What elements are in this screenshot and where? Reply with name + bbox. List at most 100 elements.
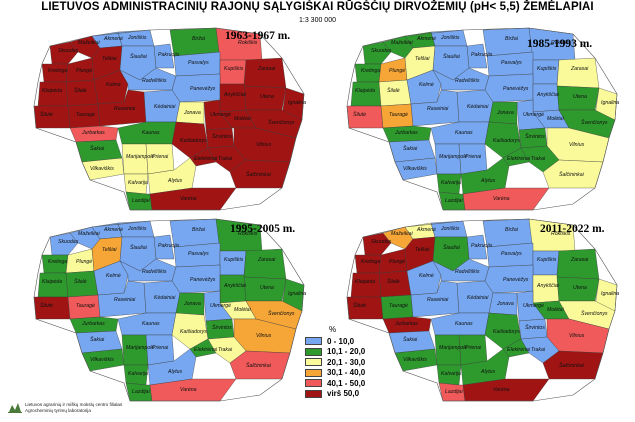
district-label: Šilalė <box>387 278 400 285</box>
district-kupiškis <box>219 250 247 276</box>
district-label: Kaunas <box>142 321 160 327</box>
legend-swatch <box>305 358 322 367</box>
district-label: Kalvarija <box>128 371 148 377</box>
district-label: Kretinga <box>361 259 380 265</box>
district-label: Joniškis <box>127 226 147 232</box>
district-label: Šilutė <box>353 302 366 309</box>
district-label: Plungė <box>389 259 405 265</box>
district-kelmė <box>406 260 442 296</box>
legend-item: 40,1 - 50,0 <box>305 378 375 389</box>
district-label: Pakruojis <box>158 52 180 58</box>
district-label: Šakiai <box>90 145 105 152</box>
legend-swatch <box>305 337 322 346</box>
district-label: Anykščiai <box>536 283 560 289</box>
district-klaipėda <box>37 272 69 298</box>
district-label: Pasvalys <box>188 251 209 257</box>
district-label: Zarasai <box>570 257 589 263</box>
district-label: Kaišiadorys <box>180 138 207 144</box>
legend-swatch <box>305 368 322 377</box>
district-label: Ignalina <box>288 100 306 106</box>
district-label: Kaunas <box>142 130 160 136</box>
district-label: Kėdainiai <box>154 295 176 301</box>
legend-label: 40,1 - 50,0 <box>327 378 366 388</box>
district-label: Tauragė <box>389 112 408 118</box>
district-kaišiadorys <box>484 312 522 350</box>
district-label: Kaišiadorys <box>493 329 520 335</box>
district-label: Radviliškis <box>142 78 167 84</box>
district-klaipėda <box>37 81 69 107</box>
legend-items: 0 - 10,0 10,1 - 20,0 20,1 - 30,0 30,1 - … <box>305 336 375 399</box>
district-kaišiadorys <box>171 121 209 159</box>
district-label: Panevėžys <box>503 86 529 92</box>
district-label: Ukmergė <box>210 303 231 309</box>
district-label: Kretinga <box>48 68 67 74</box>
district-label: Skuodas <box>371 48 392 54</box>
district-label: Alytus <box>480 369 496 375</box>
district-label: Šiauliai <box>443 244 461 251</box>
district-label: Zarasai <box>257 66 276 72</box>
district-label: Jonava <box>183 301 201 307</box>
district-label: Šakiai <box>403 145 418 152</box>
district-label: Lazdijai <box>445 198 463 204</box>
district-label: Tauragė <box>76 112 95 118</box>
district-label: Lazdijai <box>445 389 463 395</box>
district-label: Mažeikiai <box>78 40 100 46</box>
district-label: Šilutė <box>40 302 53 309</box>
district-skuodas <box>362 232 392 256</box>
district-kelmė <box>93 260 129 296</box>
district-anykščiai <box>219 83 247 113</box>
district-kaišiadorys <box>484 121 522 159</box>
district-jurbarkas <box>382 316 432 334</box>
district-label: Širvintos <box>212 133 232 140</box>
district-label: Trakai <box>218 347 233 353</box>
district-label: Prienai <box>465 154 482 160</box>
district-label: Vilkaviškis <box>403 357 427 363</box>
map-panel-2011: Skuodas Mažeikiai Akmenė Joniškis Pakruojis B… <box>333 215 633 405</box>
district-label: Kupiškis <box>537 257 557 263</box>
district-skuodas <box>49 232 79 256</box>
district-varėna <box>149 187 237 211</box>
district-label: Šalčininkai <box>246 362 272 369</box>
district-label: Ukmergė <box>210 112 231 118</box>
district-kelmė <box>406 69 442 105</box>
district-varėna <box>462 378 550 402</box>
district-label: Vilkaviškis <box>90 166 114 172</box>
district-anykščiai <box>532 83 560 113</box>
district-label: Kupiškis <box>537 66 557 72</box>
district-label: Klaipėda <box>42 279 62 285</box>
map-period-label: 1963-1967 m. <box>225 30 291 42</box>
district-label: Šakiai <box>403 336 418 343</box>
district-label: Švenčionys <box>268 119 295 126</box>
district-label: Molėtai <box>234 116 252 122</box>
country-border <box>33 27 305 211</box>
district-label: Molėtai <box>547 307 565 313</box>
district-label: Mažeikiai <box>391 231 413 237</box>
district-label: Kaunas <box>455 130 473 136</box>
district-label: Rokiškis <box>238 231 258 237</box>
district-label: Joniškis <box>440 35 460 41</box>
district-label: Raseiniai <box>114 297 136 303</box>
district-label: Trakai <box>218 156 233 162</box>
district-label: Utena <box>573 285 587 291</box>
district-label: Šalčininkai <box>559 171 585 178</box>
district-label: Elektrėnai <box>194 156 218 162</box>
district-label: Rokiškis <box>238 40 258 46</box>
district-label: Biržai <box>192 227 206 233</box>
legend-item: 20,1 - 30,0 <box>305 357 375 368</box>
district-label: Kelmė <box>106 82 121 88</box>
district-label: Kalvarija <box>441 180 461 186</box>
district-label: Plungė <box>76 259 92 265</box>
district-varėna <box>462 187 550 211</box>
district-label: Kretinga <box>48 259 67 265</box>
footer-credit: Lietuvos agrarinių ir miškų mokslų centr… <box>8 402 122 413</box>
district-label: Šilutė <box>353 111 366 118</box>
district-label: Tauragė <box>76 303 95 309</box>
district-kaišiadorys <box>171 312 209 350</box>
district-label: Utena <box>260 285 274 291</box>
district-klaipėda <box>350 81 382 107</box>
country-border <box>33 218 305 402</box>
district-label: Rokiškis <box>551 231 571 237</box>
map-period-label: 1985-1993 m. <box>527 38 593 50</box>
